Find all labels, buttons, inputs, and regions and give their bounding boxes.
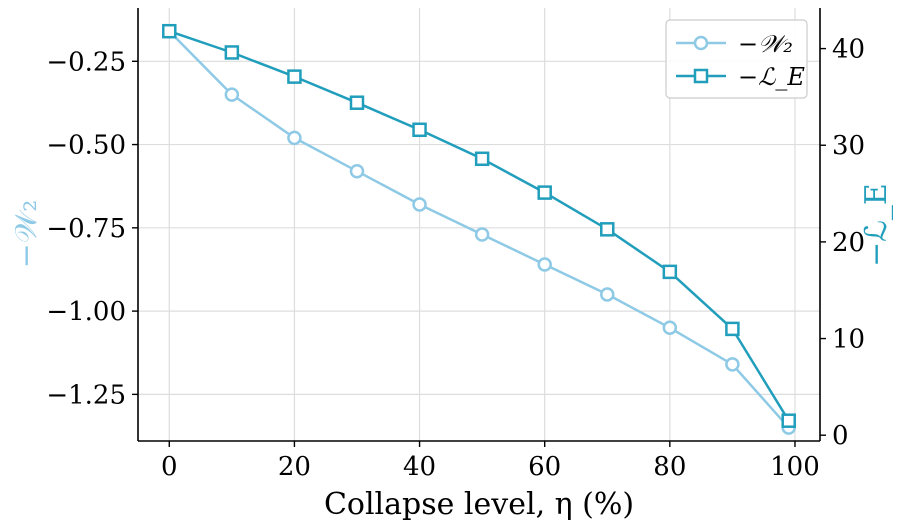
point-w2-8 bbox=[662, 320, 678, 336]
point-w2-6 bbox=[537, 257, 552, 272]
right-tick-label-3: 30 bbox=[832, 131, 865, 161]
right-tick-label-0: 0 bbox=[832, 421, 849, 451]
point-le-10 bbox=[781, 413, 796, 428]
point-w2-3 bbox=[349, 163, 365, 179]
point-le-3 bbox=[349, 95, 365, 110]
point-w2-4 bbox=[412, 197, 427, 212]
left-tick-label-1: −0.50 bbox=[46, 131, 126, 161]
right-axis-label: −ℒ_E bbox=[859, 183, 894, 267]
x-tick-label-2: 40 bbox=[403, 452, 436, 482]
right-tick-label-4: 40 bbox=[832, 35, 865, 65]
left-tick-label-0: −0.25 bbox=[46, 47, 126, 77]
legend-marker-circle bbox=[693, 35, 709, 51]
point-le-7 bbox=[600, 222, 615, 237]
point-w2-2 bbox=[287, 130, 302, 146]
legend-marker-square bbox=[693, 68, 709, 84]
right-tick-label-1: 10 bbox=[832, 325, 865, 355]
ticks: 0 20 40 60 80 100 −0.25 −0.50 −0.75 −1.00 −1.25 0 10… bbox=[46, 35, 865, 482]
left-tick-label-3: −1.00 bbox=[46, 297, 126, 327]
x-tick-label-1: 20 bbox=[278, 452, 311, 482]
axes bbox=[137, 8, 821, 442]
point-le-6 bbox=[537, 185, 552, 200]
left-tick-label-4: −1.25 bbox=[46, 380, 126, 410]
point-le-5 bbox=[474, 151, 490, 167]
left-tick-label-2: −0.75 bbox=[46, 214, 126, 244]
series-layer bbox=[162, 23, 796, 435]
point-le-0 bbox=[162, 23, 177, 39]
point-le-8 bbox=[662, 264, 678, 280]
point-w2-5 bbox=[474, 227, 490, 242]
legend: −𝒲₂ −ℒ_E bbox=[665, 19, 808, 99]
point-w2-7 bbox=[600, 287, 615, 302]
legend-label-le: −ℒ_E bbox=[738, 63, 805, 91]
x-tick-label-5: 100 bbox=[770, 452, 820, 482]
point-le-2 bbox=[287, 69, 302, 84]
x-axis-label: Collapse level, η (%) bbox=[324, 487, 634, 522]
point-w2-9 bbox=[725, 357, 740, 372]
x-tick-label-0: 0 bbox=[161, 452, 178, 482]
point-le-4 bbox=[412, 122, 427, 138]
point-w2-1 bbox=[224, 87, 240, 102]
left-axis-label: −𝒲₂ bbox=[9, 200, 44, 269]
x-tick-label-4: 80 bbox=[653, 452, 686, 482]
x-tick-label-3: 60 bbox=[528, 452, 561, 482]
legend-label-w2: −𝒲₂ bbox=[738, 30, 793, 58]
point-le-9 bbox=[725, 321, 740, 337]
point-le-1 bbox=[224, 45, 240, 60]
right-tick-label-2: 20 bbox=[832, 228, 865, 258]
